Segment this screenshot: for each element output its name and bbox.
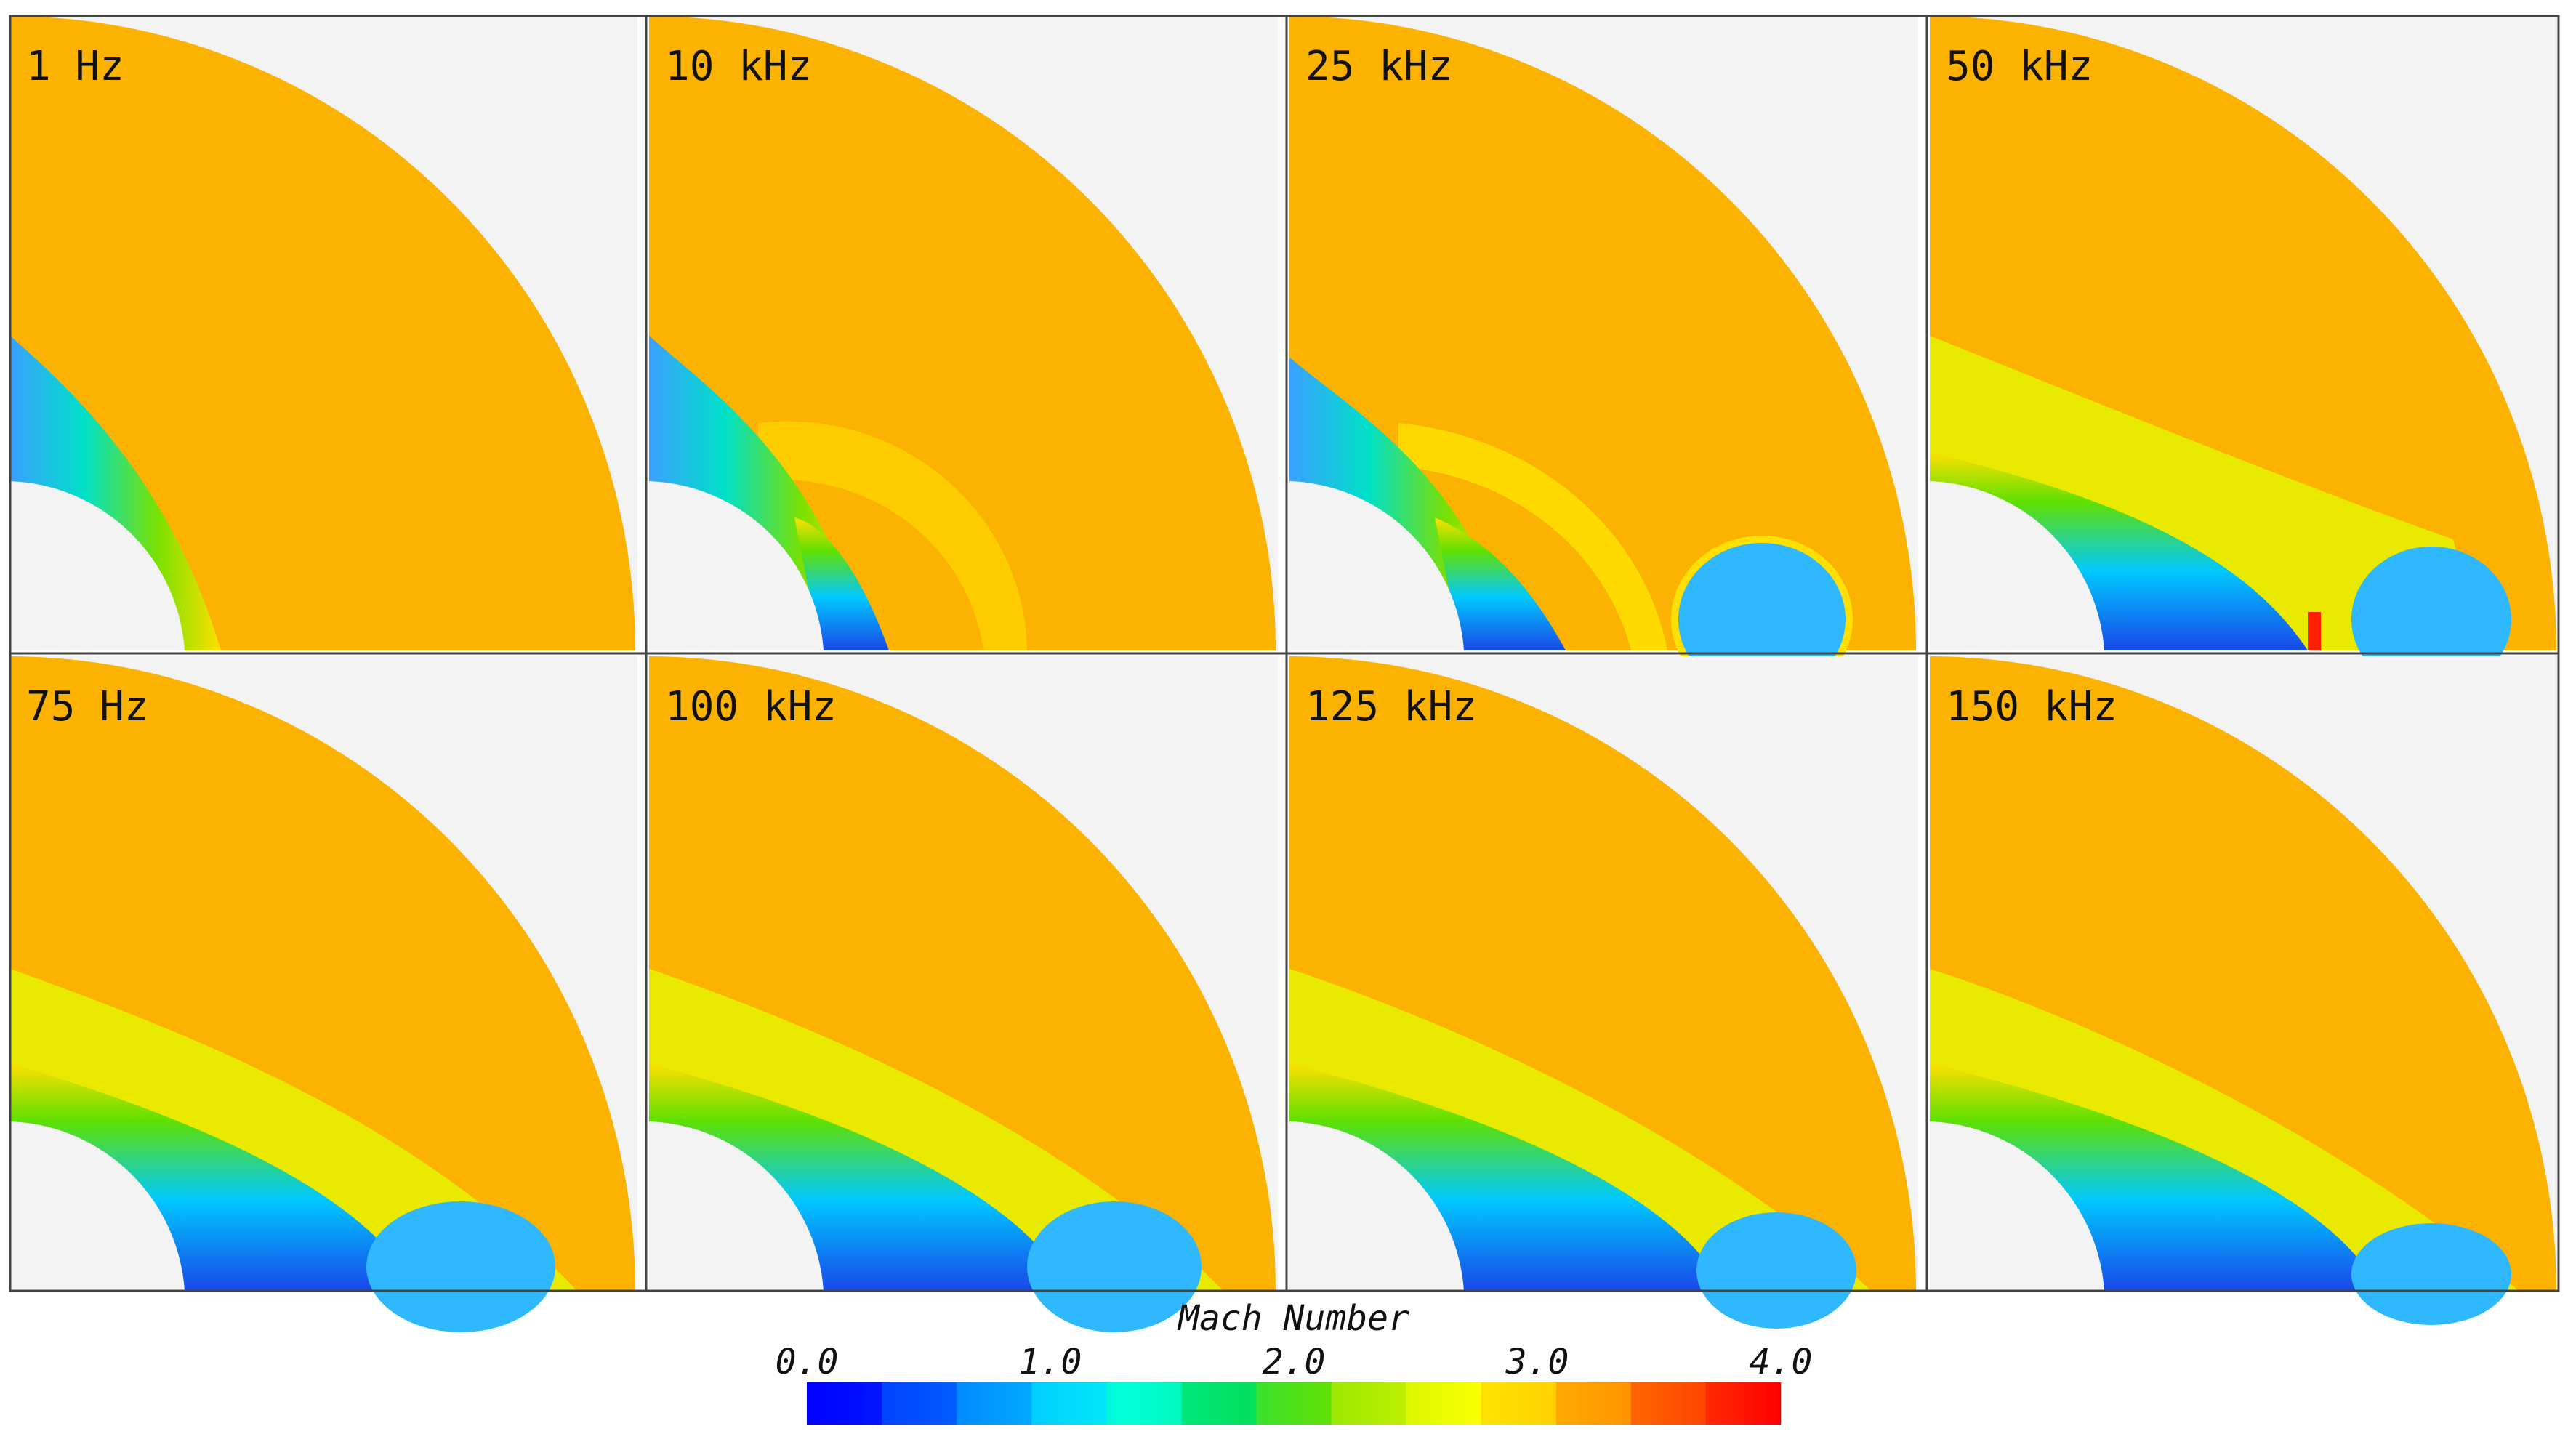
panel-label: 10 kHz: [665, 43, 812, 90]
panel-label: 25 kHz: [1305, 43, 1452, 90]
colorbar-tick-1: 1.0: [1019, 1342, 1082, 1382]
panel-label: 1 Hz: [26, 43, 124, 90]
turbulent-wake: [649, 1063, 1071, 1291]
hot-spot: [2308, 612, 2321, 650]
body-surface: [10, 481, 185, 650]
body-surface: [649, 481, 824, 650]
secondary-bubble: [366, 1201, 555, 1332]
panel-label: 50 kHz: [1946, 43, 2093, 90]
shock-layer: [10, 336, 221, 650]
panel-label: 150 kHz: [1946, 683, 2117, 730]
colorbar-band: [1630, 1382, 1707, 1425]
colorbar-band: [1331, 1382, 1407, 1425]
freestream-region: [649, 16, 1276, 650]
panel-1: 1 Hz: [10, 16, 637, 650]
colorbar-tick-2: 2.0: [1263, 1342, 1326, 1382]
colorbar-band: [1705, 1382, 1782, 1425]
freestream-region: [10, 16, 635, 650]
body-surface: [1930, 481, 2104, 650]
panel-5: 75 Hz: [10, 656, 637, 1332]
panel-8: 150 kHz: [1930, 656, 2559, 1325]
expanding-wave: [758, 421, 1027, 650]
colorbar-band: [1406, 1382, 1482, 1425]
panel-7: 125 kHz: [1289, 656, 1918, 1329]
turbulent-wake: [1289, 1063, 1726, 1291]
colorbar-band: [807, 1382, 882, 1425]
colorbar-band: [882, 1382, 957, 1425]
body-surface: [1289, 1121, 1464, 1291]
secondary-bubble: [2351, 1223, 2511, 1325]
panel-label: 100 kHz: [665, 683, 837, 730]
panel-4: 50 kHz: [1930, 16, 2559, 692]
panel-3: 25 kHz: [1289, 16, 1918, 703]
colorbar-band: [1555, 1382, 1632, 1425]
colorbar-band: [1181, 1382, 1257, 1425]
colorbar-band: [1106, 1382, 1182, 1425]
body-surface: [10, 1121, 185, 1291]
body-surface: [1289, 481, 1464, 650]
panel-label: 125 kHz: [1305, 683, 1477, 730]
panel-row-bottom: 75 Hz 100 kHz 125 kHz: [10, 656, 2559, 1332]
colorbar-tick-4: 4.0: [1750, 1342, 1813, 1382]
expanding-wave: [1398, 423, 1667, 650]
secondary-bubble: [1027, 1201, 1202, 1332]
panel-label: 75 Hz: [26, 683, 149, 730]
colorbar-tick-3: 3.0: [1505, 1342, 1569, 1382]
colorbar-bands: [807, 1382, 1782, 1425]
colorbar-tick-0: 0.0: [776, 1342, 839, 1382]
body-surface: [649, 1121, 824, 1291]
turbulent-wake: [1930, 452, 2308, 650]
colorbar: Mach Number 0.0 1.0 2.0 3.0 4.0: [776, 1298, 1813, 1425]
panel-2: 10 kHz: [649, 16, 1278, 650]
turbulent-wake: [1435, 517, 1566, 650]
colorbar-band: [1031, 1382, 1107, 1425]
secondary-bubble: [1696, 1212, 1856, 1329]
secondary-bubble: [2351, 547, 2511, 692]
panel-row-top: 1 Hz 10 kHz 25 kHz: [10, 16, 2559, 703]
colorbar-title: Mach Number: [1177, 1298, 1409, 1339]
freestream-region: [1289, 16, 1916, 650]
colorbar-band: [957, 1382, 1032, 1425]
body-surface: [1930, 1121, 2104, 1291]
turbulent-wake: [10, 1063, 417, 1291]
colorbar-band: [1481, 1382, 1557, 1425]
panel-frames: [9, 15, 2560, 1292]
shear-layer: [1930, 336, 2482, 650]
turbulent-wake: [1930, 1063, 2380, 1291]
colorbar-band: [1256, 1382, 1332, 1425]
panel-6: 100 kHz: [649, 656, 1278, 1332]
